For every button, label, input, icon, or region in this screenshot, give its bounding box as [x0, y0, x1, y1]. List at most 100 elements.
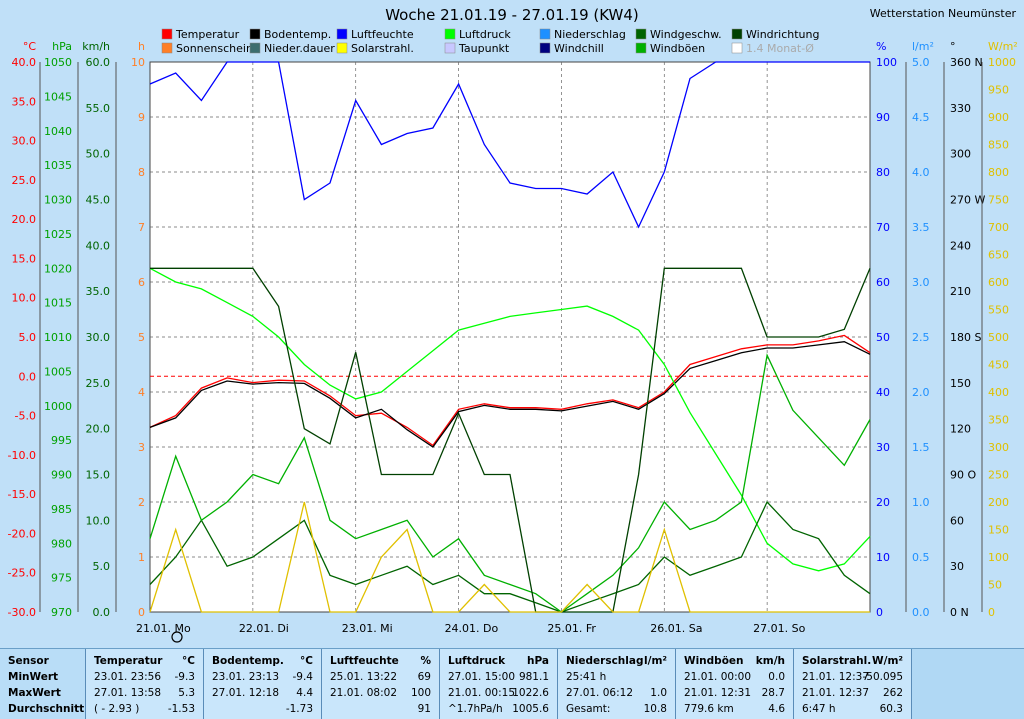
rain-axis-tick: 2.5: [912, 331, 930, 344]
stat-cell-label: 27.01. 15:00: [448, 671, 515, 683]
stat-cell-value: 981.1: [518, 671, 549, 683]
wind-axis-tick: 40.0: [86, 239, 111, 252]
temp-axis-tick: 5.0: [19, 331, 37, 344]
stat-column: Luftfeuchte% 25.01. 13:22 69 21.01. 08:02 10…: [322, 649, 440, 719]
pressure-axis-tick: 1045: [44, 90, 72, 103]
hours-axis-tick: 3: [138, 441, 145, 454]
legend-label: Temperatur: [175, 28, 240, 41]
direction-axis-tick: 150: [950, 377, 971, 390]
stat-cell-label: 27.01. 13:58: [94, 687, 161, 699]
temp-axis-tick: -25.0: [8, 567, 36, 580]
legend-swatch: [635, 42, 647, 54]
hours-axis-tick: 6: [138, 276, 145, 289]
temp-axis-tick: 40.0: [12, 56, 37, 69]
stat-cell-value: 1005.6: [512, 703, 549, 715]
legend-swatch: [161, 28, 173, 40]
series-solarstrahlung: [149, 501, 870, 613]
pressure-axis-tick: 1015: [44, 297, 72, 310]
series-windb-en: [149, 353, 871, 613]
stat-column: Windböen km/h 21.01. 00:00 0.0 21.01. 12:31 2…: [676, 649, 794, 719]
stat-cell-value: 10.8: [643, 703, 667, 715]
stat-column-unit: l/m²: [644, 655, 667, 667]
wind-axis-tick: 15.0: [86, 469, 111, 482]
temp-axis-tick: 0.0: [19, 370, 37, 383]
wind-axis-tick: 35.0: [86, 285, 111, 298]
temp-axis-tick: 35.0: [12, 95, 37, 108]
stat-column: Bodentemp. °C 23.01. 23:13 -9.4 27.01. 12:18…: [204, 649, 322, 719]
x-tick-label: 24.01. Do: [445, 622, 499, 635]
stat-cell-label: ^1.7hPa/h: [448, 703, 503, 715]
stat-cell-label: 27.01. 12:18: [212, 687, 279, 699]
solar-axis-tick: 950: [988, 84, 1009, 97]
humidity-axis-tick: 60: [876, 276, 890, 289]
rain-axis-tick: 2.0: [912, 386, 930, 399]
direction-axis-tick: 240: [950, 239, 971, 252]
series-temperatur: [149, 334, 871, 447]
wind-axis-tick: 25.0: [86, 377, 111, 390]
legend-label: Sonnenschein: [176, 42, 253, 55]
stat-cell-label: Gesamt:: [566, 703, 611, 715]
solar-axis-tick: 100: [988, 551, 1009, 564]
rain-axis-tick: 4.5: [912, 111, 930, 124]
direction-axis-tick: 330: [950, 102, 971, 115]
stat-column-header: Luftdruck: [448, 655, 506, 667]
pressure-axis-tick: 1030: [44, 194, 72, 207]
direction-axis-tick: 60: [950, 514, 964, 527]
wind-axis-tick: 0.0: [93, 606, 111, 619]
stat-column-header: Windböen: [684, 655, 744, 667]
x-tick-label: 27.01. So: [753, 622, 805, 635]
rain-axis-tick: 1.5: [912, 441, 930, 454]
legend-swatch: [444, 28, 456, 40]
wind-axis-tick: 20.0: [86, 423, 111, 436]
stat-cell-value: -9.3: [174, 671, 196, 683]
humidity-axis-tick: 20: [876, 496, 890, 509]
stat-column-unit: hPa: [527, 655, 549, 667]
solar-axis-tick: 750: [988, 194, 1009, 207]
stat-cell-label: 25:41 h: [566, 671, 607, 683]
stat-cell-value: -1.53: [167, 703, 195, 715]
legend-label: 1.4 Monat-Ø: [746, 42, 814, 55]
wind-axis-tick: 55.0: [86, 102, 111, 115]
plot-grid: [150, 62, 870, 612]
series-luftfeuchte: [149, 61, 870, 229]
temp-axis-tick: 25.0: [12, 174, 37, 187]
solar-axis-tick: 350: [988, 414, 1009, 427]
legend-label: Windchill: [554, 42, 604, 55]
stat-cell-value: 91: [417, 703, 431, 715]
solar-axis-tick: 250: [988, 469, 1009, 482]
direction-axis-tick: 90 O: [950, 469, 976, 482]
solar-axis-tick: 600: [988, 276, 1009, 289]
humidity-axis-tick: 0: [876, 606, 883, 619]
chart-series: [149, 61, 871, 613]
humidity-axis-tick: 50: [876, 331, 890, 344]
series-bodentemp-: [149, 341, 871, 448]
stat-cell-label: 21.01. 00:00: [684, 671, 751, 683]
pressure-axis-unit: hPa: [52, 40, 72, 53]
stat-cell-label: MaxWert: [8, 687, 61, 699]
stat-column: Solarstrahl. W/m² 21.01. 12:37 -50.095 21.01…: [794, 649, 912, 719]
temp-axis-tick: -10.0: [8, 449, 36, 462]
humidity-axis-tick: 70: [876, 221, 890, 234]
pressure-axis-tick: 1035: [44, 159, 72, 172]
solar-axis-tick: 200: [988, 496, 1009, 509]
solar-axis-tick: 800: [988, 166, 1009, 179]
direction-axis-tick: 300: [950, 148, 971, 161]
legend-swatch: [336, 42, 348, 54]
pressure-axis-tick: 995: [51, 434, 72, 447]
legend-swatch: [444, 42, 456, 54]
pressure-axis-tick: 1050: [44, 56, 72, 69]
stat-cell-value: 28.7: [761, 687, 785, 699]
solar-axis-tick: 500: [988, 331, 1009, 344]
solar-axis-tick: 450: [988, 359, 1009, 372]
series-windgeschw-: [149, 500, 871, 613]
rain-axis-tick: 5.0: [912, 56, 930, 69]
humidity-axis-tick: 80: [876, 166, 890, 179]
stat-column-unit: °C: [300, 655, 313, 667]
current-time-marker-icon: [171, 631, 183, 643]
stat-column-header: Temperatur: [94, 655, 163, 667]
pressure-axis-tick: 970: [51, 606, 72, 619]
hours-axis-tick: 2: [138, 496, 145, 509]
legend-label: Niederschlag: [554, 28, 626, 41]
hours-axis-tick: 1: [138, 551, 145, 564]
pressure-axis-tick: 1000: [44, 400, 72, 413]
